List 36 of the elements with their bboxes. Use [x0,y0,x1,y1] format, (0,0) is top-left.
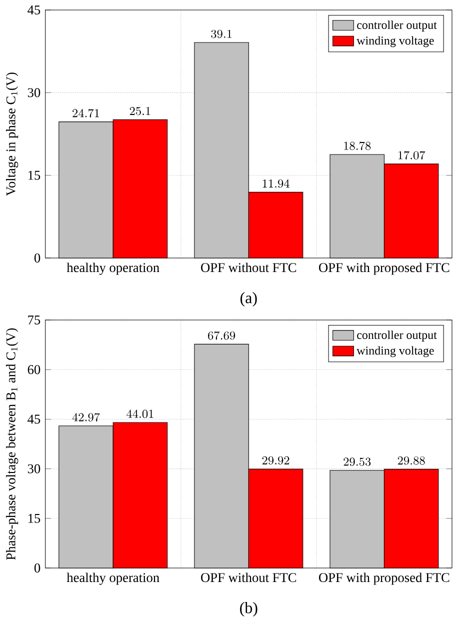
legend-label: winding voltage [356,36,434,48]
y-tick-label: 75 [28,316,40,324]
data-label: 11 .94 [262,179,290,188]
data-label: 42.97 [72,413,100,422]
y-tick-label: 15 [28,170,40,180]
legend-label: controller output [357,20,437,32]
y-tick-label: 0 [34,254,40,262]
data-label: 29.92 [262,456,290,465]
y-axis-title: Phase-phase voltage between B$_{1}$ and C$_{1}$(V) [6,328,18,560]
x-tick-label: healthy operation [66,262,160,275]
data-label: 67.69 [208,331,236,340]
text: (b) [240,602,258,617]
x-tick-label: OPF with proposed FTC [319,572,450,585]
x-tick-label: OPF without FTC [201,262,296,272]
x-tick-label: healthy operation [66,572,160,585]
y-tick-label: 15 [28,514,40,523]
data-label: 24.71 [72,108,100,118]
y-tick-label: 30 [28,88,40,98]
data-label: 25. 1 [130,106,150,116]
y-axis-title: Voltage in phase C$_{1}$(V) [6,72,18,196]
x-tick-label: OPF without FTC [201,572,296,582]
y-tick-label: 45 [28,414,40,424]
y-tick-label: 60 [28,365,40,374]
data-label: 18.78 [344,142,371,150]
data-label: 39. 1 [211,30,232,38]
x-tick-label: OPF with proposed FTC [319,262,450,275]
data-label: 44.01 [126,410,154,418]
y-tick-label: 30 [28,464,40,474]
text: (a) [240,292,257,307]
y-tick-label: 0 [34,564,40,572]
data-label: 29.88 [398,456,425,465]
y-tick-label: 45 [28,6,40,14]
legend-label: winding voltage [356,346,434,358]
legend-label: controller output [357,330,437,342]
data-label: 17.07 [398,151,426,160]
data-label: 29.53 [344,458,371,466]
